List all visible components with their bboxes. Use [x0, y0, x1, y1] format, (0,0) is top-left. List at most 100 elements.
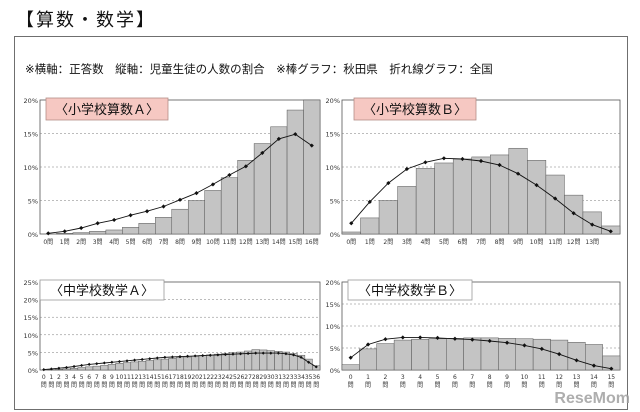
x-tick-unit: 問 — [215, 382, 221, 389]
line-point — [309, 143, 314, 148]
y-tick-label: 20% — [326, 97, 340, 105]
y-tick-label: 0% — [28, 367, 38, 375]
bar — [168, 358, 177, 371]
x-tick-unit: 問 — [162, 382, 168, 389]
x-tick-number: 16 — [161, 374, 169, 381]
line-point — [128, 213, 133, 218]
x-tick-label: 7問 — [476, 239, 486, 246]
x-tick-label: 20 問 — [191, 374, 199, 389]
x-tick-number: 12 — [131, 374, 139, 381]
x-tick-unit: 問 — [504, 382, 510, 389]
x-tick-number: 13 — [138, 374, 146, 381]
x-tick-unit: 問 — [41, 382, 47, 389]
bar — [527, 160, 547, 235]
y-tick-label: 10% — [326, 323, 340, 331]
bar — [145, 360, 154, 371]
x-tick-unit: 問 — [116, 382, 122, 389]
x-tick-unit: 問 — [283, 382, 289, 389]
x-tick-number: 3 — [401, 374, 405, 381]
x-tick-label: 17 問 — [169, 374, 177, 389]
bar — [105, 229, 123, 235]
x-tick-number: 5 — [80, 374, 84, 381]
bar — [237, 160, 255, 235]
bar — [187, 200, 205, 235]
x-tick-label: 4問 — [420, 239, 430, 246]
x-tick-number: 8 — [102, 374, 106, 381]
line-point — [269, 351, 273, 355]
line-point — [299, 355, 303, 359]
x-tick-label: 19 問 — [184, 374, 192, 389]
y-tick-label: 0% — [330, 231, 340, 239]
x-tick-label: 11問 — [548, 239, 562, 246]
x-tick-number: 32 — [282, 374, 290, 381]
line-point — [478, 158, 484, 164]
x-tick-number: 7 — [95, 374, 99, 381]
line-point — [349, 221, 354, 226]
line-point — [504, 340, 510, 345]
x-tick-label: 5問 — [439, 239, 449, 246]
x-tick-number: 7 — [470, 374, 474, 381]
line-point — [515, 171, 521, 176]
x-tick-number: 2 — [384, 374, 388, 381]
x-tick-number: 28 — [252, 374, 260, 381]
x-tick-number: 6 — [453, 374, 457, 381]
x-tick-label: 12問 — [567, 239, 581, 246]
line-point — [79, 225, 84, 231]
x-tick-label: 26 問 — [237, 374, 245, 389]
x-tick-label: 11問 — [223, 239, 237, 246]
x-tick-number: 15 — [607, 374, 615, 381]
x-tick-number: 3 — [65, 374, 69, 381]
x-tick-number: 33 — [290, 374, 298, 381]
line-point — [452, 336, 458, 341]
chart-title-box — [39, 279, 165, 301]
bar — [153, 359, 162, 371]
line-point — [161, 204, 166, 209]
x-tick-unit: 問 — [591, 382, 597, 389]
x-tick-label: 24 問 — [222, 374, 230, 389]
x-tick-label: 28 問 — [252, 374, 260, 389]
x-tick-unit: 問 — [417, 382, 423, 389]
line-point — [132, 358, 137, 362]
chart-title: 〈中学校数学Ａ〉 — [50, 283, 154, 299]
x-tick-number: 1 — [366, 374, 370, 381]
x-tick-label: 9問 — [192, 239, 202, 246]
x-tick-label: 12問 — [239, 239, 253, 246]
x-tick-unit: 問 — [260, 382, 266, 389]
x-tick-label: 1問 — [60, 239, 70, 246]
x-tick-label: 16問 — [305, 239, 319, 246]
legend-note: ※横軸：正答数 縦軸：児童生徒の人数の割合 ※棒グラフ：秋田県 折れ線グラフ：全… — [25, 62, 493, 76]
x-tick-label: 5問 — [126, 239, 136, 246]
bar — [122, 227, 140, 235]
line-point — [293, 132, 298, 137]
line-point — [441, 156, 447, 161]
bar — [92, 365, 101, 371]
line-point — [383, 337, 388, 342]
y-tick-label: 20% — [326, 279, 340, 287]
y-tick-label: 25% — [24, 279, 38, 287]
x-tick-number: 11 — [538, 374, 546, 381]
bar — [378, 200, 398, 235]
x-tick-label: 23 問 — [214, 374, 222, 389]
y-tick-label: 20% — [24, 97, 38, 105]
line-point — [497, 162, 502, 168]
chart-title: 〈小学校算数Ａ〉 — [55, 102, 159, 118]
x-tick-unit: 問 — [192, 382, 198, 389]
x-tick-number: 9 — [110, 374, 114, 381]
bar — [70, 367, 79, 371]
x-tick-number: 1 — [49, 374, 53, 381]
x-tick-unit: 問 — [487, 382, 493, 389]
